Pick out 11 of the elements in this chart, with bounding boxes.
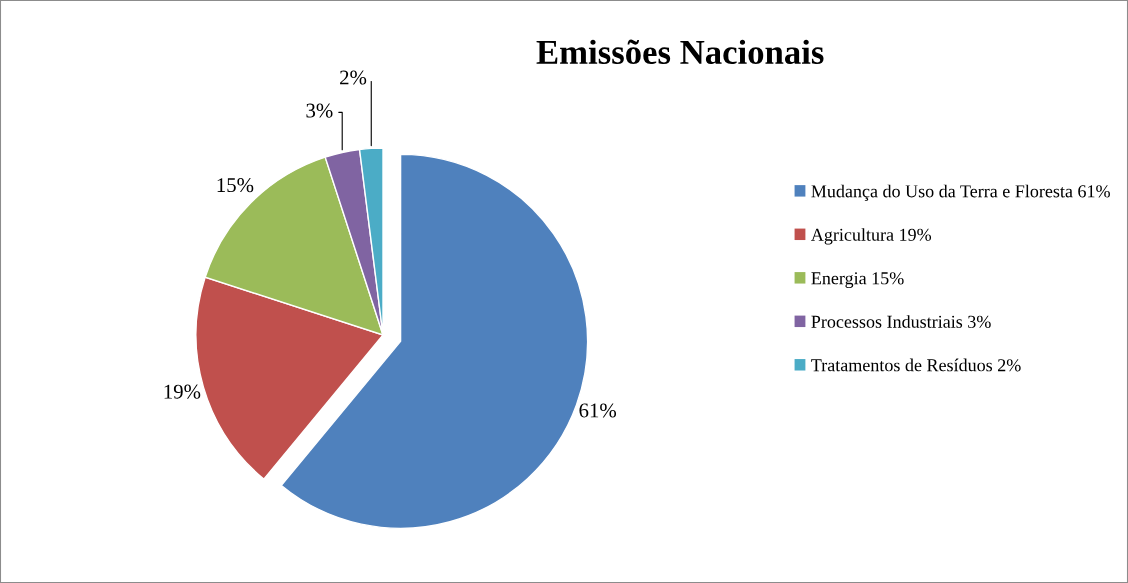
legend-label: Tratamentos de Resíduos 2% [811,358,1021,372]
legend-label: Mudança do Uso da Terra e Floresta 61% [811,184,1110,202]
legend-label: Energia 15% [811,272,904,289]
legend-label: Processos Industriais 3% [811,315,991,328]
data-label: 15% [217,178,254,193]
chart-title: Emissões Nacionais [536,39,824,65]
data-label: 3% [306,103,333,118]
legend-label: Agricultura 19% [811,228,932,245]
data-label: 61% [579,403,617,418]
data-label: 19% [164,384,201,399]
data-label: 2% [340,70,367,85]
